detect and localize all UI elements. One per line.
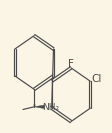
Text: *: * xyxy=(33,104,36,109)
Polygon shape xyxy=(34,105,44,109)
Text: NH₂: NH₂ xyxy=(42,103,59,112)
Text: F: F xyxy=(67,59,73,69)
Text: Cl: Cl xyxy=(91,74,101,84)
